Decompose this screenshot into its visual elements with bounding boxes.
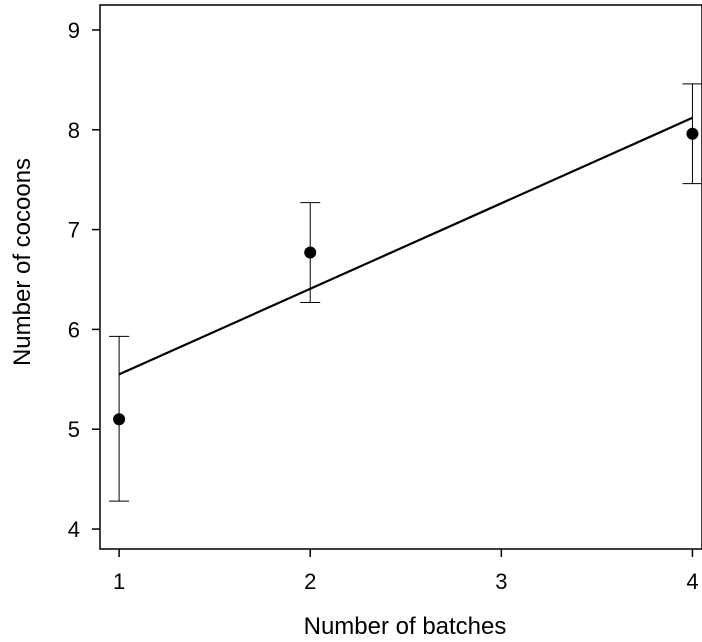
x-tick-label: 2 (304, 569, 316, 594)
y-tick-label: 9 (68, 18, 80, 43)
regression-line (118, 116, 693, 376)
y-axis: 4 5 6 7 8 9 (68, 18, 100, 542)
x-tick-label: 1 (113, 569, 125, 594)
y-tick-label: 7 (68, 218, 80, 243)
x-tick-label: 3 (495, 569, 507, 594)
error-bars (109, 83, 702, 502)
y-tick-label: 8 (68, 118, 80, 143)
y-tick-label: 6 (68, 317, 80, 342)
x-axis-title: Number of batches (304, 613, 507, 640)
y-tick-label: 5 (68, 417, 80, 442)
y-tick-label: 4 (68, 517, 80, 542)
data-points (113, 127, 699, 426)
data-point (113, 413, 126, 426)
x-tick-label: 4 (686, 569, 698, 594)
y-axis-title: Number of cocoons (9, 158, 36, 366)
regression-line-group (118, 116, 693, 376)
plot-frame (99, 4, 702, 550)
data-point (686, 127, 699, 140)
data-point (304, 246, 317, 259)
x-axis: 1 2 3 4 (113, 549, 699, 594)
